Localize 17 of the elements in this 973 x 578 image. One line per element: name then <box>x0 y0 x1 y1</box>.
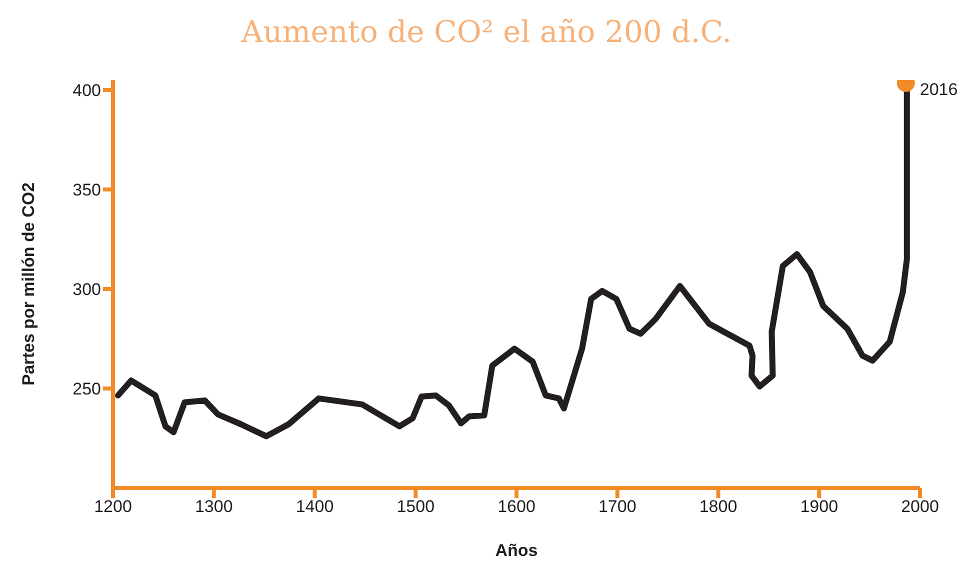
chart-title: Aumento de CO² el año 200 d.C. <box>240 14 733 52</box>
y-axis-title: Partes por millón de CO2 <box>19 182 38 386</box>
y-tick-label: 400 <box>72 80 101 100</box>
x-tick-label: 1900 <box>800 497 838 516</box>
x-tick-label: 1800 <box>699 497 738 516</box>
annotation: 2016 <box>920 80 958 100</box>
x-tick-label: 1400 <box>296 497 334 516</box>
y-tick-label: 250 <box>72 380 101 399</box>
y-tick-label: 350 <box>72 180 101 200</box>
x-tick-label: 1300 <box>194 497 233 516</box>
x-tick-label: 1500 <box>396 497 435 516</box>
x-tick-label: 1200 <box>94 497 132 516</box>
x-tick-label: 1600 <box>498 497 536 516</box>
x-axis-title: Años <box>495 541 538 560</box>
x-tick-label: 1700 <box>598 497 636 516</box>
y-tick-label: 300 <box>72 280 101 300</box>
x-tick-label: 2000 <box>901 497 939 516</box>
